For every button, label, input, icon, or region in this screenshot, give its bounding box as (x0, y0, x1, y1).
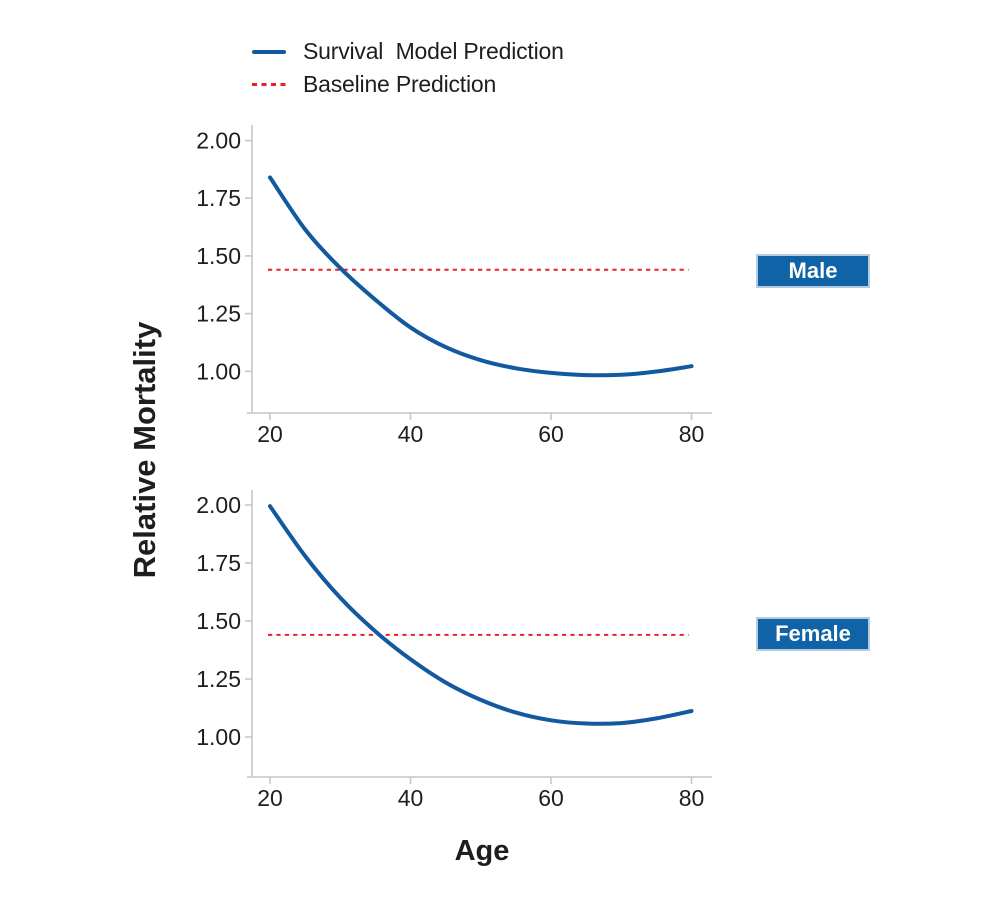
y-tick-label: 1.50 (196, 243, 241, 269)
y-tick-label: 1.25 (196, 666, 241, 692)
x-tick-label: 20 (257, 785, 283, 811)
y-tick-label: 1.00 (196, 358, 241, 384)
legend-item-baseline: Baseline Prediction (252, 68, 564, 101)
x-tick-label: 80 (679, 785, 705, 811)
x-tick-label: 80 (679, 421, 705, 447)
legend-item-survival: Survival Model Prediction (252, 35, 564, 68)
y-tick-label: 1.00 (196, 724, 241, 750)
y-tick-label: 2.00 (196, 128, 241, 154)
x-tick-label: 20 (257, 421, 283, 447)
survival-line-swatch (252, 49, 286, 54)
baseline-line-swatch (252, 83, 286, 86)
survival-curve (268, 175, 694, 378)
panel-badge-male: Male (756, 254, 870, 288)
y-axis-title: Relative Mortality (127, 321, 162, 579)
x-tick-label: 60 (538, 785, 564, 811)
y-tick-label: 1.75 (196, 185, 241, 211)
y-tick-label: 2.00 (196, 492, 241, 518)
x-axis-title: Age (454, 835, 510, 867)
y-tick-label: 1.50 (196, 608, 241, 634)
survival-curve (268, 504, 694, 726)
legend-label-baseline: Baseline Prediction (303, 71, 497, 97)
y-tick-label: 1.75 (196, 550, 241, 576)
legend-label-survival: Survival Model Prediction (303, 38, 564, 64)
x-tick-label: 40 (398, 785, 424, 811)
x-tick-label: 40 (398, 421, 424, 447)
legend: Survival Model Prediction Baseline Predi… (252, 35, 564, 101)
y-tick-label: 1.25 (196, 301, 241, 327)
x-tick-label: 60 (538, 421, 564, 447)
panel-badge-female: Female (756, 617, 870, 651)
